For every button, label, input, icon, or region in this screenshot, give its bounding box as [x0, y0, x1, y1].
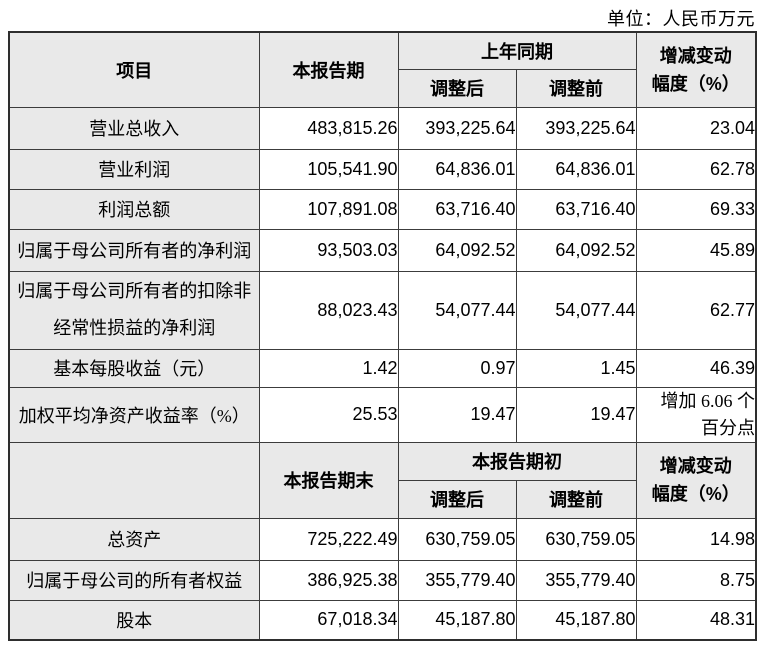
row-label: 归属于母公司的所有者权益: [8, 559, 260, 601]
row-label: 利润总额: [8, 188, 260, 230]
change-value: 23.04: [635, 106, 757, 150]
adjusted-before-value: 64,092.52: [515, 228, 637, 272]
table-row: 利润总额 107,891.08 63,716.40 63,716.40 69.3…: [8, 188, 757, 230]
adjusted-before-value: 355,779.40: [515, 559, 637, 601]
table-row: 归属于母公司的所有者权益 386,925.38 355,779.40 355,7…: [8, 559, 757, 601]
adjusted-before-value: 64,836.01: [515, 148, 637, 190]
adjusted-before-value: 45,187.80: [515, 599, 637, 641]
row-label: 营业总收入: [8, 106, 260, 150]
header-item-empty: [8, 441, 260, 519]
header-adjusted-before: 调整前: [515, 479, 637, 519]
current-period-value: 1.42: [258, 348, 399, 388]
table-row: 营业总收入 483,815.26 393,225.64 393,225.64 2…: [8, 106, 757, 150]
table-row: 归属于母公司所有者的净利润 93,503.03 64,092.52 64,092…: [8, 228, 757, 272]
unit-label: 单位：人民币万元: [607, 9, 755, 29]
adjusted-before-value: 393,225.64: [515, 106, 637, 150]
financial-summary-table: 项目 本报告期 上年同期 增减变动 幅度（%） 调整后 调整前 营业总收入 48…: [8, 31, 757, 641]
adjusted-after-value: 630,759.05: [397, 517, 517, 561]
adjusted-before-value: 54,077.44: [515, 270, 637, 350]
header-prior-period-group: 上年同期: [397, 31, 637, 70]
change-value: 14.98: [635, 517, 757, 561]
current-period-value: 93,503.03: [258, 228, 399, 272]
period-end-value: 725,222.49: [258, 517, 399, 561]
header-adjusted-before: 调整前: [515, 68, 637, 108]
adjusted-before-value: 19.47: [515, 386, 637, 443]
adjusted-after-value: 19.47: [397, 386, 517, 443]
header-period-end: 本报告期末: [258, 441, 399, 519]
adjusted-after-value: 64,092.52: [397, 228, 517, 272]
row-label: 营业利润: [8, 148, 260, 190]
current-period-value: 483,815.26: [258, 106, 399, 150]
section1-header-row-1: 项目 本报告期 上年同期 增减变动 幅度（%）: [8, 31, 757, 108]
change-value: 62.78: [635, 148, 757, 190]
adjusted-before-value: 630,759.05: [515, 517, 637, 561]
change-value: 8.75: [635, 559, 757, 601]
adjusted-before-value: 1.45: [515, 348, 637, 388]
section1-header-row-2: 调整后 调整前: [9, 68, 756, 108]
section2-header-row-2: 调整后 调整前: [9, 479, 756, 519]
table-row: 归属于母公司所有者的扣除非 经常性损益的净利润 88,023.43 54,077…: [8, 270, 757, 350]
row-label: 基本每股收益（元）: [8, 348, 260, 388]
change-value: 62.77: [635, 270, 757, 350]
period-end-value: 67,018.34: [258, 599, 399, 641]
table-row: 营业利润 105,541.90 64,836.01 64,836.01 62.7…: [8, 148, 757, 190]
current-period-value: 88,023.43: [258, 270, 399, 350]
row-label: 股本: [8, 599, 260, 641]
change-value: 增加 6.06 个 百分点: [635, 386, 757, 443]
current-period-value: 107,891.08: [258, 188, 399, 230]
adjusted-after-value: 63,716.40: [397, 188, 517, 230]
current-period-value: 105,541.90: [258, 148, 399, 190]
header-current-period: 本报告期: [258, 31, 399, 108]
table-row: 总资产 725,222.49 630,759.05 630,759.05 14.…: [8, 517, 757, 561]
adjusted-after-value: 45,187.80: [397, 599, 517, 641]
header-item: 项目: [8, 31, 260, 108]
row-label: 加权平均净资产收益率（%）: [8, 386, 260, 443]
period-end-value: 386,925.38: [258, 559, 399, 601]
header-adjusted-after: 调整后: [397, 479, 517, 519]
row-label: 归属于母公司所有者的净利润: [8, 228, 260, 272]
adjusted-after-value: 393,225.64: [397, 106, 517, 150]
section2-header-row-1: 本报告期末 本报告期初 增减变动 幅度（%）: [8, 441, 757, 519]
adjusted-after-value: 355,779.40: [397, 559, 517, 601]
adjusted-before-value: 63,716.40: [515, 188, 637, 230]
header-change-percent: 增减变动 幅度（%）: [635, 31, 757, 108]
change-value: 48.31: [635, 599, 757, 641]
header-period-begin-group: 本报告期初: [397, 441, 637, 481]
change-value: 45.89: [635, 228, 757, 272]
row-label: 归属于母公司所有者的扣除非 经常性损益的净利润: [8, 270, 260, 350]
table-row: 股本 67,018.34 45,187.80 45,187.80 48.31: [8, 599, 757, 641]
table-row: 加权平均净资产收益率（%） 25.53 19.47 19.47 增加 6.06 …: [8, 386, 757, 443]
adjusted-after-value: 0.97: [397, 348, 517, 388]
header-adjusted-after: 调整后: [397, 68, 517, 108]
adjusted-after-value: 64,836.01: [397, 148, 517, 190]
adjusted-after-value: 54,077.44: [397, 270, 517, 350]
table-row: 基本每股收益（元） 1.42 0.97 1.45 46.39: [8, 348, 757, 388]
change-value: 69.33: [635, 188, 757, 230]
change-value: 46.39: [635, 348, 757, 388]
row-label: 总资产: [8, 517, 260, 561]
current-period-value: 25.53: [258, 386, 399, 443]
header-change-percent: 增减变动 幅度（%）: [635, 441, 757, 519]
